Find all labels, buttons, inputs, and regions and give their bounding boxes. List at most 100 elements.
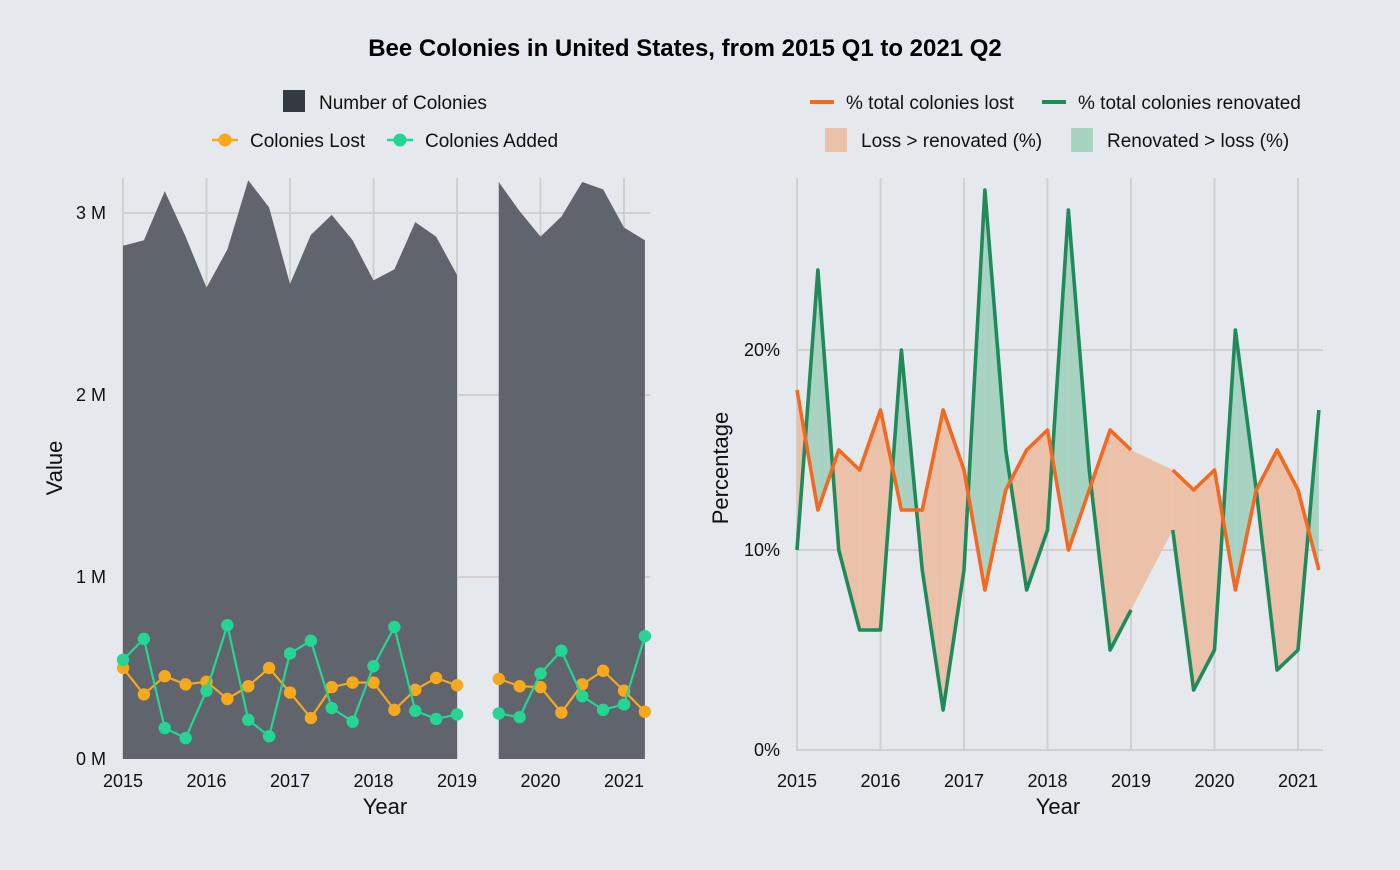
colonies-added-point [283,647,297,660]
chart-title: Bee Colonies in United States, from 2015… [368,35,1002,62]
left-x-tick-label: 2015 [103,771,143,791]
colonies-lost-point [137,688,151,701]
difference-fill [984,190,1006,590]
legend-swatch-renovated-fill [1071,128,1093,152]
colonies-added-point [242,713,255,727]
colonies-added-point [200,684,213,697]
left-x-tick-label: 2020 [520,771,560,791]
right-x-tick-label: 2015 [777,771,817,791]
colonies-lost-point [242,680,255,693]
pct-lost-line [795,389,1133,592]
left-plot-panel: 0 M 1 M 2 M 3 M 2015 2016 2017 2018 2019 2020 2021 [76,178,652,791]
legend-label-pct-lost: % total colonies lost [846,93,1015,114]
pct-renovated-line [795,188,1133,712]
right-x-tick-label: 2020 [1194,771,1234,791]
right-x-tick-label: 2021 [1278,771,1318,791]
difference-fill [1193,470,1215,690]
colonies-added-point [116,653,130,667]
colonies-lost-point [388,703,401,717]
pct-lost-line [1171,448,1321,592]
left-y-tick-label: 1 M [76,567,106,587]
colonies-added-point [388,620,401,634]
colonies-lost-point [638,705,652,718]
colonies-added-point [304,634,318,647]
right-y-tick-label: 20% [744,340,780,360]
colonies-added-point [158,721,171,735]
colonies-added-point [262,730,276,743]
difference-fill [1277,450,1298,670]
colonies-lost-point [450,679,464,692]
right-x-tick-label: 2019 [1111,771,1151,791]
colonies-lost-point [596,664,610,677]
colonies-added-point [576,690,589,703]
legend-label-renovated-fill: Renovated > loss (%) [1107,131,1289,152]
colonies-lost-point [429,671,443,685]
pct-renovated-line [1170,328,1321,692]
colonies-area [498,182,645,759]
colonies-lost-point [304,711,318,725]
colonies-added-point [534,667,547,680]
right-x-tick-label: 2017 [944,771,984,791]
colonies-lost-point [325,680,338,694]
right-x-tick-label: 2018 [1027,771,1067,791]
colonies-added-point [555,644,568,657]
legend-label-colonies: Number of Colonies [319,93,487,114]
colonies-lost-point [534,680,547,694]
left-y-axis-title: Value [42,441,67,496]
colonies-added-point [409,704,422,717]
difference-fill [943,410,964,710]
legend-label-loss-fill: Loss > renovated (%) [861,131,1042,152]
difference-fill [1131,450,1173,610]
left-x-tick-label: 2019 [437,771,477,791]
colonies-added-point [492,707,505,720]
colonies-added-point [179,731,192,745]
difference-fill [1026,430,1048,590]
left-legend: Number of Colonies Colonies Lost Colonie… [212,90,558,152]
difference-fill [859,410,881,630]
legend-label-pct-renovated: % total colonies renovated [1078,93,1301,114]
legend-swatch-colonies [283,90,305,112]
left-x-tick-label: 2017 [270,771,310,791]
difference-fill [1172,470,1194,690]
right-legend: % total colonies lost % total colonies r… [810,93,1301,152]
colonies-lost-point [492,672,505,686]
right-y-tick-label: 10% [744,540,780,560]
colonies-added-point [346,715,359,728]
colonies-lost-point [221,692,234,706]
right-x-axis-title: Year [1036,794,1080,819]
colonies-added-point [325,701,338,715]
left-y-tick-label: 0 M [76,749,106,769]
colonies-lost-point [555,706,568,719]
colonies-added-point [638,629,652,643]
left-x-axis-title: Year [363,794,407,819]
difference-fill [838,450,860,630]
colonies-lost-point [179,678,192,691]
colonies-lost-point [513,680,526,693]
left-x-tick-label: 2021 [604,771,644,791]
colonies-added-point [429,712,443,726]
colonies-added-point [137,632,151,646]
left-x-tick-label: 2016 [186,771,226,791]
colonies-added-point [617,698,631,711]
colonies-lost-point [346,676,359,689]
left-y-tick-label: 3 M [76,203,106,223]
difference-fill [1110,430,1131,650]
colonies-area [123,180,457,760]
legend-label-added: Colonies Added [425,131,558,152]
left-y-tick-label: 2 M [76,385,106,405]
legend-marker-added [393,133,407,147]
colonies-lost-point [262,661,276,675]
right-y-tick-label: 0% [754,740,780,760]
colonies-added-point [221,619,234,632]
colonies-added-point [367,659,380,673]
colonies-added-point [596,703,610,717]
left-x-tick-label: 2018 [353,771,393,791]
legend-swatch-loss-fill [825,128,847,152]
colonies-added-point [450,708,464,721]
legend-label-lost: Colonies Lost [250,131,366,152]
colonies-added-point [513,710,526,724]
colonies-lost-point [409,683,422,697]
colonies-lost-point [283,686,297,699]
right-y-axis-title: Percentage [708,412,733,525]
